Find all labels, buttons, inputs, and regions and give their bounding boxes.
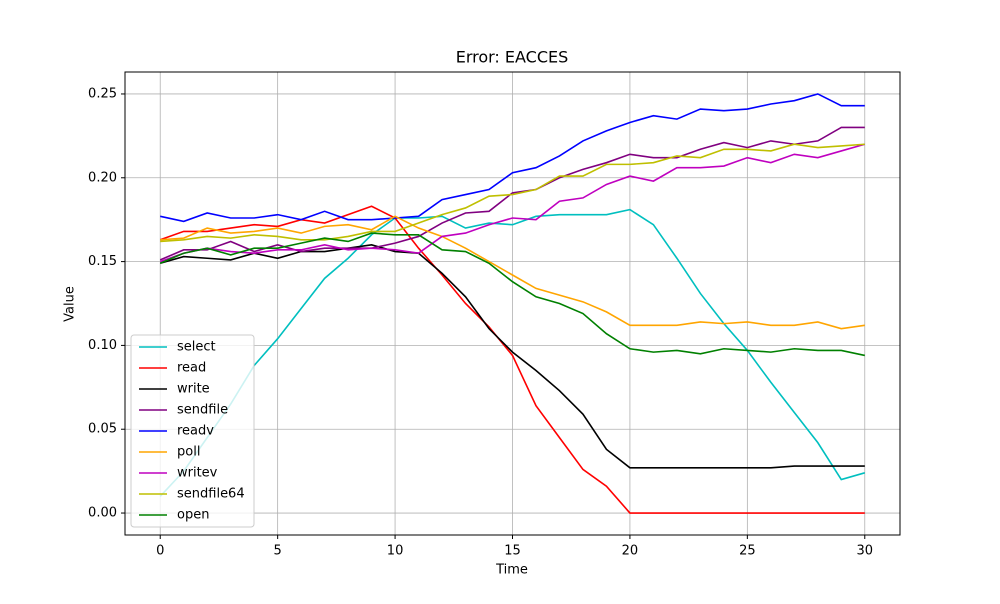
line-series xyxy=(159,232,865,357)
line-series xyxy=(160,244,865,469)
line-series xyxy=(159,205,865,514)
legend-label: select xyxy=(177,340,216,355)
line-series xyxy=(159,143,865,263)
x-tick-label: 0 xyxy=(156,544,164,559)
legend-label: sendfile xyxy=(177,403,228,418)
y-tick-label: 0.00 xyxy=(88,506,117,521)
legend-label: read xyxy=(177,361,206,376)
legend-label: poll xyxy=(177,445,200,460)
line-series xyxy=(159,126,865,261)
x-tick-label: 10 xyxy=(387,544,404,559)
line-series xyxy=(160,215,865,330)
y-tick-label: 0.05 xyxy=(88,422,117,437)
x-tick-label: 25 xyxy=(739,544,756,559)
x-tick-label: 5 xyxy=(274,544,282,559)
y-axis-label: Value xyxy=(63,286,78,322)
y-tick-label: 0.10 xyxy=(88,338,117,353)
line-series xyxy=(160,93,865,223)
legend-label: sendfile64 xyxy=(177,487,245,502)
line-series xyxy=(160,143,865,243)
legend-label: readv xyxy=(177,424,214,439)
x-tick-label: 20 xyxy=(622,544,639,559)
legend-box xyxy=(130,334,255,528)
legend-label: write xyxy=(177,382,210,397)
plot-frame xyxy=(124,71,901,536)
legend-label: writev xyxy=(177,466,218,481)
chart-title: Error: EACCES xyxy=(456,48,569,67)
x-axis-label: Time xyxy=(495,563,528,578)
x-tick-label: 15 xyxy=(504,544,521,559)
y-tick-label: 0.25 xyxy=(88,86,117,101)
y-tick-label: 0.15 xyxy=(88,254,117,269)
y-tick-label: 0.20 xyxy=(88,170,117,185)
legend-label: open xyxy=(177,508,209,523)
x-tick-label: 30 xyxy=(856,544,873,559)
